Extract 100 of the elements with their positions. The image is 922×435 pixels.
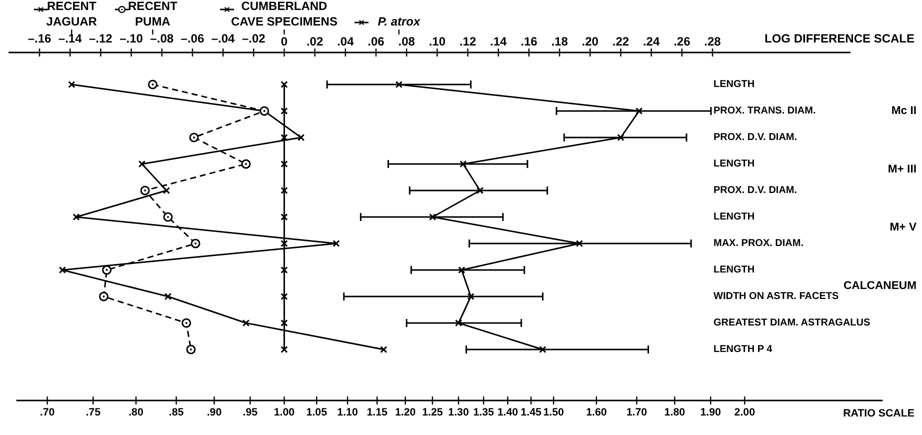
point xyxy=(72,213,80,221)
point xyxy=(189,132,199,142)
x2-tick-label: 1.15 xyxy=(366,406,388,418)
x2-tick-label: 2.00 xyxy=(734,406,756,418)
point xyxy=(332,240,340,248)
x-tick-label: .18 xyxy=(551,34,568,48)
point xyxy=(280,319,288,327)
y-tick-label: PROX. TRANS. DIAM. xyxy=(714,106,816,116)
y-tick-label: LENGTH xyxy=(714,158,755,170)
x2-tick-label: 1.40 xyxy=(497,406,518,418)
y-tick-label: PROX. D.V. DIAM. xyxy=(714,132,798,143)
x-tick-label: –.16 xyxy=(28,32,52,46)
x2-tick-label: .80 xyxy=(128,406,144,418)
point xyxy=(280,266,288,274)
x-tick-label: –.06 xyxy=(180,32,204,46)
x-tick-label: .10 xyxy=(428,34,446,48)
text: CALCANEUM xyxy=(844,280,917,292)
y-tick-label: LENGTH xyxy=(714,79,755,90)
legend-label: CUMBERLAND CAVE SPECIMENS xyxy=(230,0,338,28)
x2-tick-label: 1.50 xyxy=(543,406,564,418)
point xyxy=(241,159,251,169)
point xyxy=(182,318,192,328)
x-tick-label: 0 xyxy=(280,34,288,48)
x-tick-label: .08 xyxy=(398,34,416,48)
point xyxy=(102,265,112,275)
x-tick-label: .12 xyxy=(459,34,476,48)
x-tick-label: .22 xyxy=(612,34,630,48)
y-tick-label: LENGTH xyxy=(714,264,755,276)
point xyxy=(140,186,150,196)
point xyxy=(280,80,288,88)
point xyxy=(539,346,546,354)
x2-tick-label: 1.10 xyxy=(337,406,358,418)
y-tick-label: LENGTH P 4 xyxy=(714,344,773,355)
x-tick-label: .28 xyxy=(704,34,722,48)
point xyxy=(467,292,474,300)
point xyxy=(280,107,288,115)
x2-tick-label: 1.45 xyxy=(520,406,542,418)
point xyxy=(280,292,288,300)
x-tick-label: –.04 xyxy=(211,32,236,46)
x2-tick-label: 1.35 xyxy=(473,406,494,418)
x2-tick-label: 1.05 xyxy=(306,406,328,418)
point xyxy=(280,240,288,248)
x2-axis-title: RATIO SCALE xyxy=(843,408,914,420)
x2-tick-label: 1.00 xyxy=(274,406,295,418)
x2-tick-label: .85 xyxy=(168,406,184,418)
x-tick-label: .20 xyxy=(582,34,599,48)
point xyxy=(297,134,305,142)
point xyxy=(280,213,288,221)
x-tick-label: .24 xyxy=(642,34,660,48)
y-tick-label: LENGTH xyxy=(714,212,755,222)
point xyxy=(164,292,172,300)
x-tick-label: .04 xyxy=(337,34,354,48)
x2-tick-label: .75 xyxy=(86,406,101,418)
x-tick-label: –.02 xyxy=(242,32,266,46)
x-tick-label: –.08 xyxy=(150,32,174,46)
point xyxy=(148,80,158,90)
x2-tick-label: .90 xyxy=(206,406,222,418)
x2-tick-label: 1.20 xyxy=(394,406,416,418)
text: Mc II xyxy=(891,105,917,117)
x-tick-label: .26 xyxy=(674,34,691,48)
point xyxy=(458,266,466,274)
text: M+ III xyxy=(888,163,917,176)
point xyxy=(455,319,462,327)
x-tick-label: –.12 xyxy=(89,32,113,46)
y-tick-label: GREATEST DIAM. ASTRAGALUS xyxy=(714,318,870,328)
y-tick-label: MAX. PROX. DIAM. xyxy=(714,238,804,249)
point xyxy=(476,186,484,194)
point xyxy=(636,107,643,115)
legend-label: P. atrox xyxy=(378,14,422,28)
x-tick-label: .14 xyxy=(490,34,508,48)
y-tick-label: PROX. D.V. DIAM. xyxy=(714,185,798,196)
point xyxy=(280,134,288,142)
x2-tick-label: .95 xyxy=(242,406,258,418)
point xyxy=(395,80,403,88)
point xyxy=(190,238,200,248)
x-tick-label: –.10 xyxy=(120,32,144,46)
point xyxy=(380,346,388,354)
point xyxy=(429,213,436,221)
point xyxy=(186,344,196,354)
point xyxy=(280,160,288,168)
x2-tick-label: 1.30 xyxy=(448,406,469,418)
x-tick-label: .06 xyxy=(368,34,385,48)
x2-tick-label: .70 xyxy=(40,406,55,418)
x2-tick-label: 1.90 xyxy=(700,406,722,418)
point xyxy=(280,186,288,194)
legend-label: RECENT JAGUAR xyxy=(46,0,98,28)
point xyxy=(68,80,76,88)
x2-tick-label: 1.60 xyxy=(586,406,607,418)
point xyxy=(460,160,467,168)
x2-tick-label: 1.25 xyxy=(422,406,443,418)
point xyxy=(242,319,250,327)
point xyxy=(163,212,173,222)
x2-tick-label: 1.80 xyxy=(664,406,686,418)
x-tick-label: .16 xyxy=(520,34,538,48)
y-tick-label: WIDTH ON ASTR. FACETS xyxy=(714,291,840,302)
point xyxy=(576,240,584,248)
x-tick-label: –.14 xyxy=(58,32,82,46)
point xyxy=(58,266,66,274)
x-tick-label: .02 xyxy=(306,34,324,48)
point xyxy=(138,160,146,168)
